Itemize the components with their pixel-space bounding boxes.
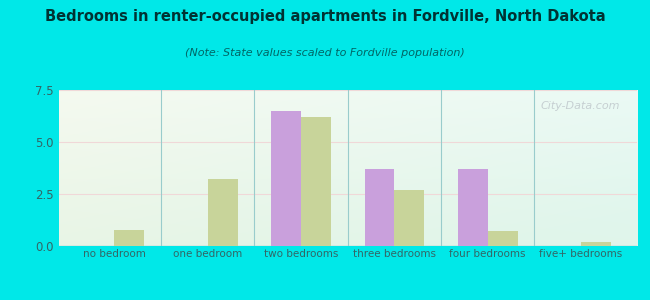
- Bar: [395, 190, 424, 246]
- Bar: [208, 179, 238, 246]
- Bar: [114, 230, 144, 246]
- Bar: [581, 242, 611, 246]
- Text: (Note: State values scaled to Fordville population): (Note: State values scaled to Fordville …: [185, 48, 465, 58]
- Legend: Fordville, North Dakota: Fordville, North Dakota: [244, 298, 452, 300]
- Text: Bedrooms in renter-occupied apartments in Fordville, North Dakota: Bedrooms in renter-occupied apartments i…: [45, 9, 605, 24]
- Bar: [365, 169, 395, 246]
- Text: City-Data.com: City-Data.com: [540, 101, 619, 111]
- Bar: [301, 117, 331, 246]
- Bar: [458, 169, 488, 246]
- Bar: [271, 111, 301, 246]
- Bar: [488, 231, 517, 246]
